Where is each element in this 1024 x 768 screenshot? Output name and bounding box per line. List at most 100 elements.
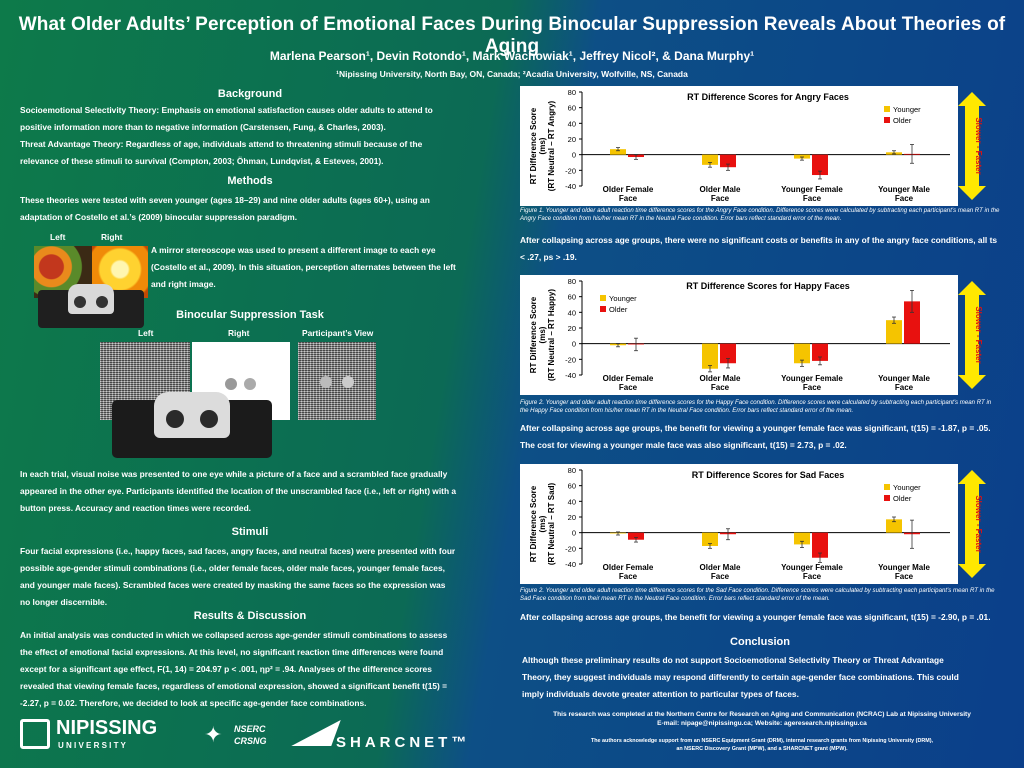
y-tick-label: 20 [568,513,576,522]
x-category-label: Younger Male [878,185,930,194]
y-tick-label: 20 [568,135,576,144]
x-category-label: Older Female [603,374,654,383]
results-line: except for a significant age effect, F(1… [20,664,432,674]
bar-chart-1: RT Difference Score(ms)(RT Neutral – RT … [520,86,986,206]
y-tick-label: 40 [568,308,576,317]
acknowledgements: The authors acknowledge support from an … [512,737,1012,753]
trial-line: In each trial, visual noise was presente… [20,469,448,479]
background-line: Threat Advantage Theory: Regardless of a… [20,139,423,149]
legend-swatch [600,295,606,301]
results-heading: Results & Discussion [193,610,307,622]
y-axis-label-line: RT Difference Score [529,485,538,562]
results-line: An initial analysis was conducted in whi… [20,630,448,640]
mirror-line: and right image. [151,279,216,289]
x-category-label: Face [711,383,730,392]
y-tick-label: -40 [565,182,576,191]
chart-title: RT Difference Scores for Angry Faces [687,92,849,102]
bar-younger [610,149,626,155]
task-left-label: Left [138,328,154,338]
mirror-line: (Costello et al., 2009). In this situati… [151,262,456,272]
x-category-label: Face [711,194,730,203]
finding-3: After collapsing across age groups, the … [520,612,991,622]
bar-chart-3: RT Difference Score(ms)(RT Neutral – RT … [520,464,986,584]
y-tick-label: -20 [565,355,576,364]
x-category-label: Face [895,194,914,203]
bar-older [812,532,828,558]
bar-younger [886,320,902,344]
stereoscope-small [38,284,144,328]
y-tick-label: 20 [568,324,576,333]
y-axis-label-sub: (RT Neutral – RT Happy) [547,289,556,381]
x-category-label: Older Male [700,374,741,383]
participant-view-image [298,342,376,420]
y-axis-label-sub: (RT Neutral – RT Sad) [547,483,556,566]
conclusion-line: Although these preliminary results do no… [522,655,944,665]
y-axis-label: RT Difference Score(ms)(RT Neutral – RT … [529,100,556,191]
results-line: the effect of emotional facial expressio… [20,647,444,657]
caption-figure-label: Figure 2. [520,399,545,406]
mirror-text: A mirror stereoscope was used to present… [151,242,491,293]
bar-older [812,343,828,361]
double-arrow-icon [958,470,986,578]
x-category-label: Face [619,383,638,392]
bar-older [720,154,736,168]
x-category-label: Face [711,572,730,581]
legend-swatch [600,306,606,312]
y-tick-label: 0 [572,529,576,538]
y-tick-label: 60 [568,104,576,113]
y-axis-label: RT Difference Score(ms)(RT Neutral – RT … [529,289,556,381]
x-category-label: Face [619,572,638,581]
ack-line: an NSERC Discovery Grant (MPW), and a SH… [676,746,848,752]
y-axis-label-unit: (ms) [538,515,547,532]
maple-leaf-icon: ✦ [204,722,223,747]
methods-line: These theories were tested with seven yo… [20,195,430,205]
bar-younger [794,343,810,364]
background-line: positive information more than to negati… [20,122,386,132]
results-line: -2.27, p = 0.02. Therefore, we decided t… [20,698,367,708]
legend-swatch [884,117,890,123]
y-tick-label: 0 [572,340,576,349]
y-axis-label-line: RT Difference Score [529,296,538,373]
bar-older [904,301,920,344]
x-category-label: Younger Male [878,563,930,572]
task-heading: Binocular Suppression Task [176,309,324,321]
y-tick-label: 60 [568,293,576,302]
bar-chart-2: RT Difference Score(ms)(RT Neutral – RT … [520,275,986,395]
double-arrow-icon [958,92,986,200]
results-line: revealed that viewing female faces, rega… [20,681,448,691]
caption-text: Younger and older adult reaction time di… [520,587,995,602]
background-text: Socioemotional Selectivity Theory: Empha… [20,102,490,170]
legend-swatch [884,106,890,112]
legend-label: Older [893,494,912,503]
y-tick-label: -40 [565,560,576,569]
conclusion-line: Theory, they suggest individuals may res… [522,672,959,682]
caption-3: Figure 2. Younger and older adult reacti… [520,587,1000,603]
x-category-label: Older Male [700,185,741,194]
double-arrow-icon [958,281,986,389]
poster-title: What Older Adults’ Perception of Emotion… [18,14,1006,57]
caption-figure-label: Figure 1. [520,207,545,214]
bar-older [720,343,736,364]
caption-text: Younger and older adult reaction time di… [520,207,1000,222]
legend-label: Older [893,116,912,125]
slower-faster-label: Slower - Faster [974,306,983,363]
legend-label: Younger [893,105,921,114]
footer-line: This research was completed at the North… [553,711,971,718]
nipissing-subtitle: U N I V E R S I T Y [58,741,126,750]
task-right-label: Right [228,328,250,338]
bar-older [812,154,828,176]
chart-title: RT Difference Scores for Happy Faces [686,281,850,291]
caption-2: Figure 2. Younger and older adult reacti… [520,399,1000,415]
stimuli-heading: Stimuli [231,526,269,538]
stimuli-text: Four facial expressions (i.e., happy fac… [20,543,500,611]
x-category-label: Face [895,383,914,392]
nserc-logo: ✦ NSERC CRSNG [204,720,284,756]
legend-label: Older [609,305,628,314]
bar-younger [702,154,718,165]
y-axis-label-unit: (ms) [538,326,547,343]
x-category-label: Older Female [603,563,654,572]
conclusion-line: imply individuals devote greater attenti… [522,689,799,699]
ack-line: The authors acknowledge support from an … [590,738,934,744]
y-tick-label: -20 [565,166,576,175]
legend-label: Younger [609,294,637,303]
